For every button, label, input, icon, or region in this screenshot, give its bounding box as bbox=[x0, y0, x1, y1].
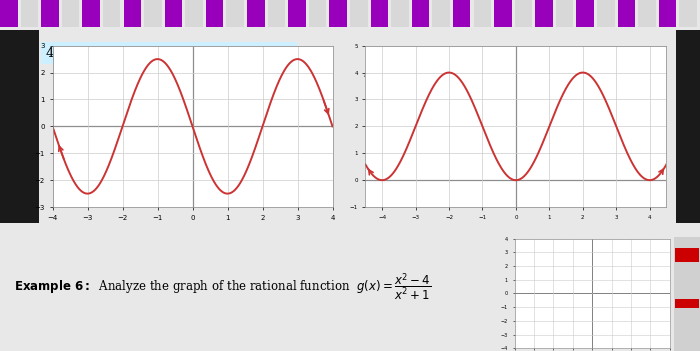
Bar bbox=[453, 0, 470, 27]
Bar bbox=[638, 0, 656, 27]
Bar bbox=[83, 0, 100, 27]
Bar bbox=[41, 0, 59, 27]
Text: $\mathbf{Example\ 6:}$  Analyze the graph of the rational function  $g(x) = \dfr: $\mathbf{Example\ 6:}$ Analyze the graph… bbox=[13, 272, 430, 303]
Bar bbox=[288, 0, 306, 27]
Bar bbox=[597, 0, 615, 27]
Bar bbox=[577, 0, 594, 27]
Bar bbox=[186, 0, 203, 27]
Bar bbox=[676, 30, 700, 223]
Text: 4.  Find the equation for each graph.: 4. Find the equation for each graph. bbox=[46, 46, 293, 60]
Bar bbox=[514, 0, 532, 27]
Bar bbox=[20, 0, 38, 27]
Bar bbox=[350, 0, 368, 27]
Bar bbox=[674, 237, 700, 351]
Bar bbox=[556, 0, 573, 27]
Bar bbox=[370, 0, 388, 27]
Bar bbox=[536, 0, 553, 27]
Bar bbox=[0, 0, 18, 27]
Bar bbox=[473, 0, 491, 27]
Bar bbox=[391, 0, 409, 27]
Text: a.: a. bbox=[52, 70, 62, 79]
Bar bbox=[412, 0, 429, 27]
Bar bbox=[659, 0, 676, 27]
Bar bbox=[680, 0, 697, 27]
Bar bbox=[123, 0, 141, 27]
Bar bbox=[309, 0, 326, 27]
Bar bbox=[62, 0, 79, 27]
Bar bbox=[0, 30, 38, 223]
Bar bbox=[247, 0, 265, 27]
Bar bbox=[267, 0, 285, 27]
Bar bbox=[144, 0, 162, 27]
Bar bbox=[494, 0, 512, 27]
Bar bbox=[675, 248, 699, 262]
Bar bbox=[330, 0, 347, 27]
Bar bbox=[433, 0, 450, 27]
Bar bbox=[206, 0, 223, 27]
Text: b.: b. bbox=[364, 70, 373, 79]
Bar bbox=[103, 0, 120, 27]
Bar bbox=[164, 0, 182, 27]
Bar bbox=[227, 0, 244, 27]
Bar bbox=[617, 0, 635, 27]
Bar bbox=[675, 298, 699, 307]
